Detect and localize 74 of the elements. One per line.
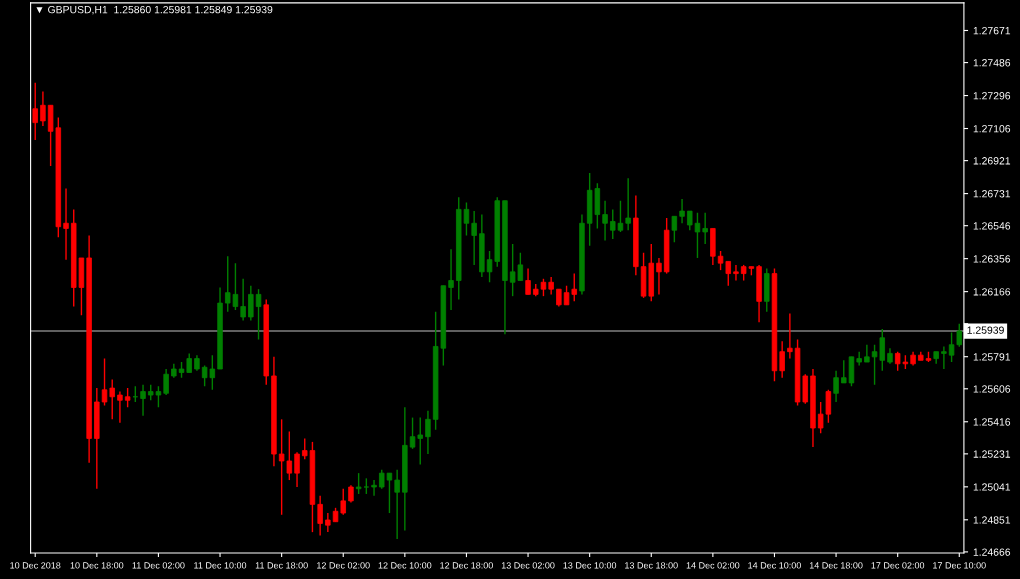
candlestick — [679, 198, 685, 224]
y-tick-label: 1.25606 — [973, 385, 1011, 393]
y-tick-label: 1.25791 — [973, 353, 1011, 361]
x-tick-label: 17 Dec 10:00 — [933, 562, 986, 569]
y-tick-label: 1.25041 — [973, 483, 1011, 491]
candlestick — [163, 368, 169, 396]
x-tick-label: 13 Dec 02:00 — [501, 562, 555, 569]
y-tick-label: 1.27486 — [973, 59, 1011, 67]
candlestick — [117, 390, 123, 424]
x-tick-label: 13 Dec 18:00 — [625, 562, 678, 569]
candlestick — [101, 357, 108, 407]
candlestick — [833, 370, 839, 403]
x-tick-label: 10 Dec 18:00 — [70, 562, 124, 569]
y-tick-label: 1.24666 — [973, 548, 1011, 556]
x-tick-label: 11 Dec 10:00 — [194, 562, 247, 569]
y-tick-label: 1.26921 — [973, 157, 1011, 165]
x-tick-label: 10 Dec 2018 — [10, 562, 61, 569]
candlestick — [371, 479, 377, 497]
y-tick-label: 1.27296 — [973, 92, 1011, 100]
candlestick — [471, 210, 477, 266]
candlestick — [240, 278, 246, 322]
y-tick-label: 1.25416 — [973, 418, 1011, 426]
candlestick — [841, 359, 847, 384]
candlestick — [941, 345, 947, 370]
candlestick — [140, 383, 146, 417]
candlestick — [294, 451, 300, 488]
x-tick-label: 14 Dec 18:00 — [809, 562, 863, 569]
x-tick-label: 14 Dec 02:00 — [686, 562, 740, 569]
candlestick — [425, 409, 431, 455]
x-tick-label: 12 Dec 10:00 — [378, 562, 432, 569]
candlestick — [687, 210, 693, 231]
x-tick-label: 12 Dec 02:00 — [317, 562, 370, 569]
candlestick — [625, 177, 631, 231]
candlestick — [186, 352, 192, 374]
candlestick — [787, 312, 793, 360]
x-tick-label: 11 Dec 18:00 — [255, 562, 308, 569]
ref-line-label: 1.25939 — [967, 326, 1004, 334]
x-tick-label: 17 Dec 02:00 — [871, 562, 925, 569]
candlestick — [864, 344, 870, 363]
candlestick — [779, 340, 785, 379]
candlestick — [317, 494, 323, 537]
candlestick — [702, 212, 708, 245]
candlestick — [671, 215, 678, 244]
candlestick — [856, 350, 862, 367]
candlestick — [656, 257, 662, 296]
x-tick-label: 14 Dec 10:00 — [748, 562, 801, 569]
candlestick — [394, 468, 400, 540]
candlestick — [325, 512, 331, 533]
candlestick — [355, 472, 362, 495]
candlestick — [448, 248, 454, 311]
candlestick — [340, 488, 346, 516]
y-tick-label: 1.26356 — [973, 255, 1011, 263]
x-tick-label: 11 Dec 02:00 — [132, 562, 185, 569]
y-tick-label: 1.27671 — [973, 26, 1011, 35]
candlestick — [525, 267, 531, 296]
x-tick-label: 12 Dec 18:00 — [440, 562, 493, 569]
x-tick-label: 13 Dec 10:00 — [563, 562, 617, 569]
y-tick-label: 1.27106 — [973, 125, 1011, 133]
y-tick-label: 1.26546 — [973, 222, 1011, 230]
candlestick — [733, 264, 739, 282]
candlestick — [109, 378, 115, 421]
chart-title: ▼ GBPUSD,H1 1.25860 1.25981 1.25849 1.25939 — [36, 5, 273, 15]
candlestick — [40, 90, 46, 127]
y-tick-label: 1.25231 — [973, 450, 1011, 458]
candlestick — [248, 285, 254, 322]
y-tick-label: 1.26166 — [973, 288, 1011, 296]
candlestick — [63, 187, 69, 261]
candlestick — [694, 212, 701, 259]
candlestick — [255, 288, 262, 341]
y-tick-label: 1.26731 — [973, 190, 1011, 198]
candlestick — [602, 200, 608, 242]
candlestick — [32, 82, 38, 141]
y-tick-label: 1.24851 — [973, 516, 1011, 524]
candlestick — [124, 387, 131, 408]
